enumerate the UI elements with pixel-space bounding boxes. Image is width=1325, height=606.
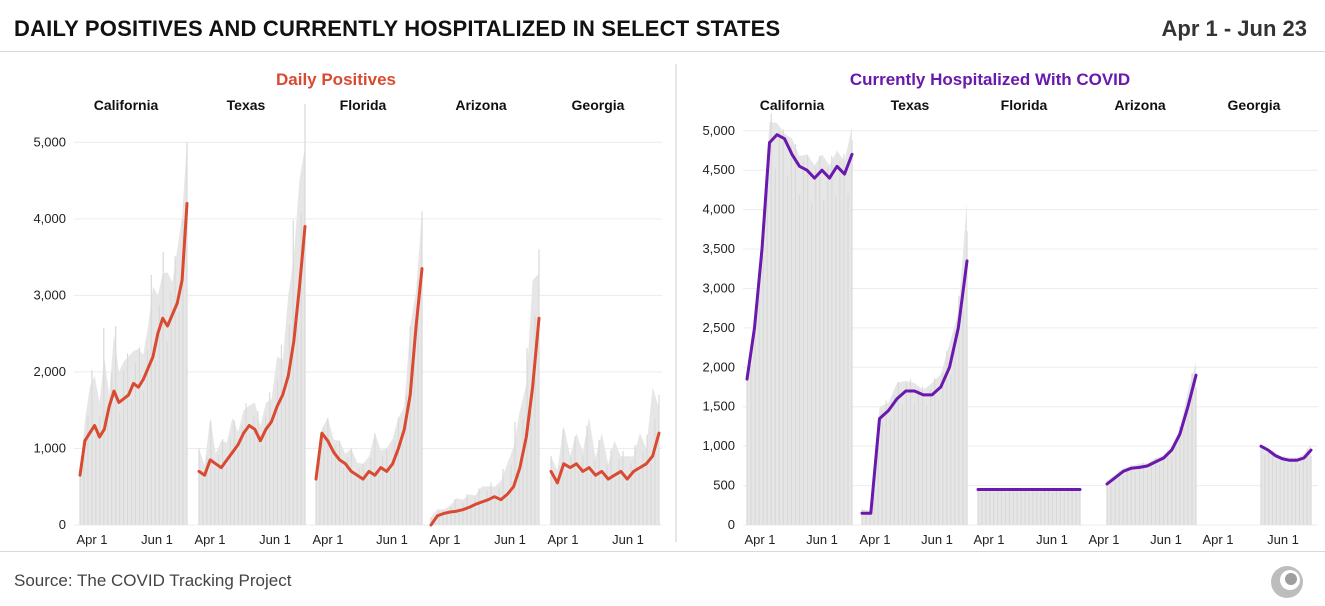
y-tick-label: 3,500 [702, 241, 735, 256]
state-label: Texas [227, 97, 266, 113]
state-label: Arizona [455, 97, 507, 113]
state-label: Arizona [1114, 97, 1166, 113]
x-tick-label: Jun 1 [494, 532, 526, 547]
state-label: California [760, 97, 825, 113]
y-tick-label: 0 [728, 517, 735, 532]
x-tick-label: Apr 1 [744, 532, 775, 547]
rolling-average-line [1259, 444, 1313, 462]
x-tick-label: Jun 1 [1036, 532, 1068, 547]
y-tick-label: 2,000 [33, 364, 66, 379]
chart-title: DAILY POSITIVES AND CURRENTLY HOSPITALIZ… [14, 16, 781, 41]
y-tick-label: 5,000 [702, 123, 735, 138]
state-label: Texas [891, 97, 930, 113]
state-label: Georgia [572, 97, 625, 113]
state-label: California [94, 97, 159, 113]
x-tick-label: Apr 1 [859, 532, 890, 547]
raw-daily-area [431, 273, 539, 525]
y-tick-label: 3,000 [33, 287, 66, 302]
y-tick-label: 5,000 [33, 134, 66, 149]
x-tick-label: Apr 1 [1202, 532, 1233, 547]
state-label: Florida [340, 97, 387, 113]
x-tick-label: Apr 1 [429, 532, 460, 547]
x-tick-label: Jun 1 [806, 532, 838, 547]
rolling-average-line [745, 133, 854, 381]
date-range: Apr 1 - Jun 23 [1161, 16, 1307, 41]
rolling-average-line [197, 225, 307, 477]
x-tick-label: Apr 1 [1088, 532, 1119, 547]
footer: Source: The COVID Tracking Project [0, 551, 1325, 606]
y-tick-label: 1,000 [702, 438, 735, 453]
raw-daily-area [1107, 362, 1196, 525]
chart-area: Daily Positives 0 1,000 2,000 3,000 4,000 5,00… [33, 64, 1318, 547]
y-tick-label: 4,500 [702, 162, 735, 177]
y-tick-label: 1,500 [702, 399, 735, 414]
panel-title: Currently Hospitalized With COVID [850, 70, 1130, 89]
source-note: Source: The COVID Tracking Project [14, 571, 292, 590]
raw-daily-area [551, 387, 659, 525]
x-tick-label: Jun 1 [141, 532, 173, 547]
y-tick-label: 2,500 [702, 320, 735, 335]
panel-title: Daily Positives [276, 70, 396, 89]
rolling-average-line [549, 431, 661, 485]
header: DAILY POSITIVES AND CURRENTLY HOSPITALIZ… [0, 0, 1325, 52]
raw-daily-area [199, 146, 305, 525]
y-tick-label: 1,000 [33, 440, 66, 455]
rolling-average-line [78, 202, 189, 477]
raw-daily-area [316, 211, 422, 525]
rolling-average-line [314, 267, 424, 481]
state-label: Georgia [1228, 97, 1281, 113]
x-tick-label: Apr 1 [973, 532, 1004, 547]
state-label: Florida [1001, 97, 1048, 113]
x-tick-label: Jun 1 [921, 532, 953, 547]
raw-daily-area [1261, 445, 1311, 525]
rolling-average-line [429, 316, 541, 527]
y-tick-label: 3,000 [702, 280, 735, 295]
y-tick-label: 4,000 [33, 211, 66, 226]
raw-daily-area [80, 142, 187, 526]
y-tick-label: 0 [59, 517, 66, 532]
y-tick-label: 4,000 [702, 202, 735, 217]
raw-daily-area [862, 201, 967, 525]
x-tick-label: Apr 1 [76, 532, 107, 547]
x-tick-label: Apr 1 [194, 532, 225, 547]
rolling-average-line [860, 259, 969, 515]
rolling-average-line [1105, 373, 1198, 486]
x-tick-label: Jun 1 [376, 532, 408, 547]
x-tick-label: Apr 1 [547, 532, 578, 547]
covid-tracking-logo-icon [1271, 566, 1303, 598]
y-tick-label: 2,000 [702, 359, 735, 374]
x-tick-label: Jun 1 [612, 532, 644, 547]
y-tick-label: 500 [713, 478, 735, 493]
x-tick-label: Jun 1 [1150, 532, 1182, 547]
x-tick-label: Jun 1 [259, 532, 291, 547]
x-tick-label: Jun 1 [1267, 532, 1299, 547]
x-tick-label: Apr 1 [312, 532, 343, 547]
